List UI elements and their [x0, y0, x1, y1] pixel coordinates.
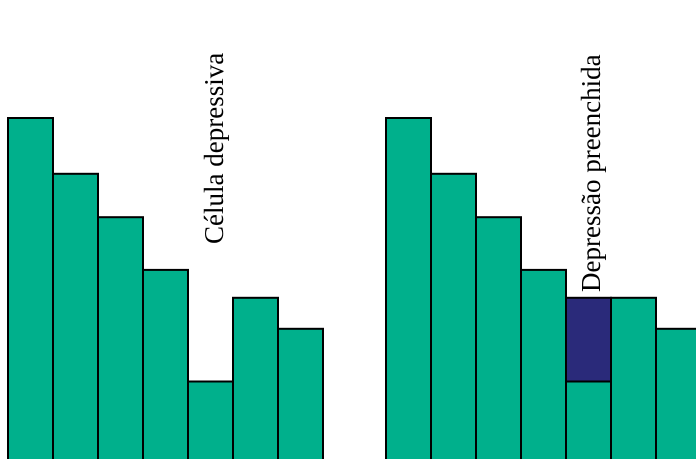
- left-cell-6: [233, 298, 278, 459]
- right-cell-2: [431, 174, 476, 459]
- left-cell-3: [98, 217, 143, 459]
- left-terrain-profile: [8, 118, 323, 459]
- right-cell-4: [521, 270, 566, 459]
- left-cell-7: [278, 329, 323, 459]
- right-cell-6: [611, 298, 656, 459]
- right-cell-1: [386, 118, 431, 459]
- right-cell-7: [656, 329, 696, 459]
- filled-depression-label: Depressão preenchida: [578, 54, 605, 292]
- right-filled-depression: [566, 298, 611, 382]
- depressive-cell-label: Célula depressiva: [201, 53, 228, 244]
- left-cell-1: [8, 118, 53, 459]
- left-cell-4: [143, 270, 188, 459]
- left-cell-2: [53, 174, 98, 459]
- right-cell-5: [566, 382, 611, 459]
- left-cell-5: [188, 382, 233, 459]
- right-terrain-profile: [386, 118, 696, 459]
- right-cell-3: [476, 217, 521, 459]
